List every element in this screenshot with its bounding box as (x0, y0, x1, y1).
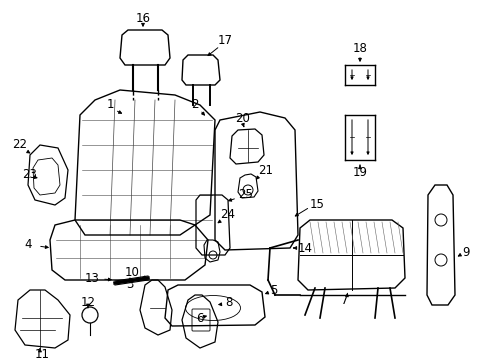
Text: 22: 22 (13, 139, 27, 152)
Text: 20: 20 (235, 112, 250, 125)
Text: 3: 3 (126, 279, 133, 292)
Text: 23: 23 (22, 168, 38, 181)
Text: 2: 2 (191, 99, 198, 112)
Text: 6: 6 (196, 311, 203, 324)
Text: 24: 24 (220, 208, 235, 221)
Text: 18: 18 (352, 41, 366, 54)
Text: 8: 8 (224, 296, 232, 309)
Text: 21: 21 (258, 163, 272, 176)
Text: 19: 19 (352, 166, 367, 179)
Text: 9: 9 (461, 246, 468, 258)
Text: 13: 13 (85, 271, 100, 284)
Text: 25: 25 (238, 189, 252, 202)
Text: 15: 15 (309, 198, 324, 211)
Text: 11: 11 (35, 348, 49, 360)
Text: 7: 7 (341, 293, 348, 306)
Text: 14: 14 (297, 242, 312, 255)
Text: 1: 1 (106, 99, 114, 112)
Text: 17: 17 (217, 33, 232, 46)
Text: 10: 10 (125, 266, 140, 279)
Text: 5: 5 (269, 284, 277, 297)
Text: 16: 16 (135, 12, 150, 24)
Text: 12: 12 (81, 296, 95, 309)
Text: 4: 4 (24, 238, 32, 252)
